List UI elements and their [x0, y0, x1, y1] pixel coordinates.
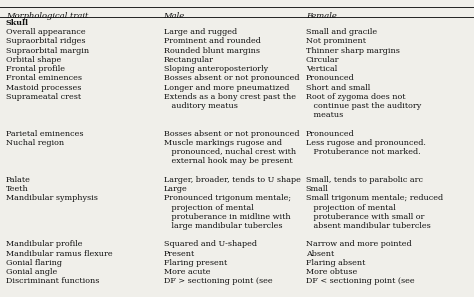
- Text: Flaring absent: Flaring absent: [306, 259, 365, 267]
- Text: Rectangular: Rectangular: [164, 56, 213, 64]
- Text: Overall appearance: Overall appearance: [6, 28, 85, 36]
- Text: Mandibular ramus flexure: Mandibular ramus flexure: [6, 250, 112, 258]
- Text: Less rugose and pronounced.: Less rugose and pronounced.: [306, 139, 426, 147]
- Text: Large: Large: [164, 185, 187, 193]
- Text: Teeth: Teeth: [6, 185, 28, 193]
- Text: Parietal eminences: Parietal eminences: [6, 130, 83, 138]
- Text: Pronounced: Pronounced: [306, 130, 355, 138]
- Text: Suprameatal crest: Suprameatal crest: [6, 93, 81, 101]
- Text: Short and small: Short and small: [306, 83, 370, 91]
- Text: Circular: Circular: [306, 56, 339, 64]
- Text: Pronounced: Pronounced: [306, 74, 355, 82]
- Text: Thinner sharp margins: Thinner sharp margins: [306, 47, 400, 55]
- Text: Palate: Palate: [6, 176, 30, 184]
- Text: Bosses absent or not pronounced: Bosses absent or not pronounced: [164, 74, 299, 82]
- Text: pronounced, nuchal crest with: pronounced, nuchal crest with: [164, 148, 296, 156]
- Text: Morphological trait: Morphological trait: [6, 12, 88, 20]
- Text: Male: Male: [164, 12, 185, 20]
- Text: DF < sectioning point (see: DF < sectioning point (see: [306, 277, 414, 285]
- Text: auditory meatus: auditory meatus: [164, 102, 237, 110]
- Text: Rounded blunt margins: Rounded blunt margins: [164, 47, 260, 55]
- Text: Muscle markings rugose and: Muscle markings rugose and: [164, 139, 282, 147]
- Text: Not prominent: Not prominent: [306, 37, 366, 45]
- Text: Longer and more pneumatized: Longer and more pneumatized: [164, 83, 289, 91]
- Text: protuberance in midline with: protuberance in midline with: [164, 213, 290, 221]
- Text: Small: Small: [306, 185, 328, 193]
- Text: absent mandibular tubercles: absent mandibular tubercles: [306, 222, 430, 230]
- Text: projection of mental: projection of mental: [164, 203, 253, 211]
- Text: external hook may be present: external hook may be present: [164, 157, 292, 165]
- Text: Bosses absent or not pronounced: Bosses absent or not pronounced: [164, 130, 299, 138]
- Text: Small, tends to parabolic arc: Small, tends to parabolic arc: [306, 176, 423, 184]
- Text: Prominent and rounded: Prominent and rounded: [164, 37, 260, 45]
- Text: Flaring present: Flaring present: [164, 259, 227, 267]
- Text: Squared and U-shaped: Squared and U-shaped: [164, 241, 256, 249]
- Text: meatus: meatus: [306, 111, 343, 119]
- Text: Mandibular profile: Mandibular profile: [6, 241, 82, 249]
- Text: DF > sectioning point (see: DF > sectioning point (see: [164, 277, 272, 285]
- Text: Orbital shape: Orbital shape: [6, 56, 61, 64]
- Text: Nuchal region: Nuchal region: [6, 139, 64, 147]
- Text: Skull: Skull: [6, 19, 29, 27]
- Text: Frontal eminences: Frontal eminences: [6, 74, 82, 82]
- Text: Larger, broader, tends to U shape: Larger, broader, tends to U shape: [164, 176, 301, 184]
- Text: Gonial flaring: Gonial flaring: [6, 259, 62, 267]
- Text: Supraorbital margin: Supraorbital margin: [6, 47, 89, 55]
- Text: Narrow and more pointed: Narrow and more pointed: [306, 241, 411, 249]
- Text: Discriminant functions: Discriminant functions: [6, 277, 99, 285]
- Text: continue past the auditory: continue past the auditory: [306, 102, 421, 110]
- Text: Sloping anteroposteriorly: Sloping anteroposteriorly: [164, 65, 268, 73]
- Text: Gonial angle: Gonial angle: [6, 268, 57, 276]
- Text: Large and rugged: Large and rugged: [164, 28, 237, 36]
- Text: Protuberance not marked.: Protuberance not marked.: [306, 148, 420, 156]
- Text: More obtuse: More obtuse: [306, 268, 357, 276]
- Text: Extends as a bony crest past the: Extends as a bony crest past the: [164, 93, 295, 101]
- Text: Mastoid processes: Mastoid processes: [6, 83, 81, 91]
- Text: Small and gracile: Small and gracile: [306, 28, 377, 36]
- Text: Absent: Absent: [306, 250, 334, 258]
- Text: large mandibular tubercles: large mandibular tubercles: [164, 222, 282, 230]
- Text: Supraorbital ridges: Supraorbital ridges: [6, 37, 85, 45]
- Text: More acute: More acute: [164, 268, 210, 276]
- Text: Present: Present: [164, 250, 195, 258]
- Text: Mandibular symphysis: Mandibular symphysis: [6, 194, 98, 202]
- Text: Female: Female: [306, 12, 337, 20]
- Text: projection of mental: projection of mental: [306, 203, 395, 211]
- Text: Small trigonum mentale; reduced: Small trigonum mentale; reduced: [306, 194, 443, 202]
- Text: protuberance with small or: protuberance with small or: [306, 213, 424, 221]
- Text: Vertical: Vertical: [306, 65, 337, 73]
- Text: Pronounced trigonum mentale;: Pronounced trigonum mentale;: [164, 194, 291, 202]
- Text: Frontal profile: Frontal profile: [6, 65, 64, 73]
- Text: Root of zygoma does not: Root of zygoma does not: [306, 93, 405, 101]
